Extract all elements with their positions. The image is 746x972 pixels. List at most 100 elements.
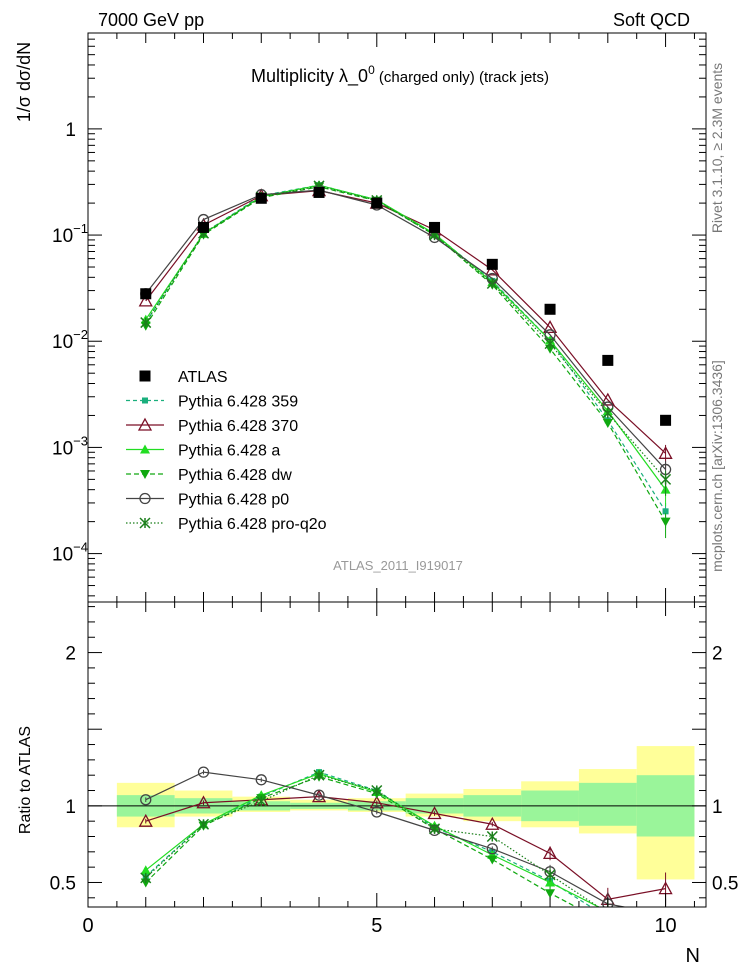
y-tick-base: 10 <box>52 545 73 566</box>
marker-data <box>198 221 210 233</box>
marker-pa <box>545 877 556 887</box>
ratio-line-p370 <box>145 796 666 900</box>
marker-pq2o <box>197 818 210 830</box>
marker-pdw <box>603 920 613 929</box>
marker-pq2o <box>313 769 325 781</box>
marker-pp0 <box>486 843 498 855</box>
series-line-pq2o <box>145 185 667 480</box>
ratio-line-pq2o <box>145 774 600 907</box>
marker-data <box>544 303 556 315</box>
marker-pp0 <box>197 766 210 778</box>
energy-label: 7000 GeV pp <box>98 10 204 30</box>
x-tick-label: 5 <box>371 915 382 937</box>
ratio-frame <box>87 601 707 908</box>
mcplots-ref: mcplots.cern.ch [arXiv:1306.3436] <box>709 360 725 572</box>
series-line-p370 <box>145 190 666 454</box>
y-tick-label: 10−3 <box>52 433 88 459</box>
marker-pa <box>140 865 151 875</box>
marker-pdw <box>140 470 150 479</box>
legend-label: Pythia 6.428 a <box>178 443 280 460</box>
uncertainty-band-inner <box>578 782 637 826</box>
y-tick-label: 10−2 <box>52 327 88 353</box>
ratio-y-tick-label: 1 <box>65 797 76 818</box>
marker-p370 <box>196 795 211 809</box>
ratio-y-axis-label: Ratio to ATLAS <box>17 726 34 834</box>
marker-p370 <box>658 445 673 459</box>
legend: ATLAS Pythia 6.428 359 Pythia 6.428 370 Pyt… <box>126 369 327 533</box>
marker-pq2o <box>140 872 152 884</box>
marker-p370 <box>138 813 153 827</box>
marker-pdw <box>487 855 498 865</box>
marker-p370 <box>138 293 153 307</box>
title-main: Multiplicity λ_0 <box>251 66 368 87</box>
legend-label: ATLAS <box>178 369 228 386</box>
y-tick-base: 10 <box>52 226 73 247</box>
marker-p359 <box>662 508 669 515</box>
marker-pq2o <box>429 823 441 835</box>
y-tick-label: 1 <box>65 120 76 141</box>
legend-entry-data: ATLAS <box>139 369 228 386</box>
x-tick-label: 0 <box>82 915 93 937</box>
marker-p370 <box>485 816 500 830</box>
ratio-y-tick-label: 2 <box>65 644 76 665</box>
main-plot-area <box>138 180 673 539</box>
legend-entry-pdw: Pythia 6.428 dw <box>126 467 292 484</box>
marker-pq2o <box>255 795 267 807</box>
marker-pa <box>607 906 609 907</box>
marker-data <box>429 221 441 233</box>
ratio-y-tick-label: 0.5 <box>50 873 76 894</box>
marker-data <box>139 370 151 382</box>
y-tick-exponent: −2 <box>73 327 88 342</box>
marker-pq2o <box>544 869 556 881</box>
marker-pq2o <box>486 830 498 843</box>
marker-data <box>140 288 152 300</box>
y-tick-exponent: −4 <box>73 540 88 555</box>
marker-pp0 <box>140 794 152 806</box>
marker-pp0 <box>139 492 151 505</box>
marker-pdw <box>661 938 671 947</box>
marker-data <box>602 354 614 366</box>
y-axis-label: 1/σ dσ/dN <box>14 42 34 122</box>
ratio-y-tick-label-right: 2 <box>712 644 723 665</box>
marker-data <box>255 192 267 204</box>
legend-label: Pythia 6.428 pro-q2o <box>178 516 327 533</box>
ratio-panel: 0.5 0.5 1 1 2 2 0 5 10 <box>50 601 738 947</box>
marker-data <box>486 258 498 270</box>
main-panel: 110−110−210−310−4 <box>52 32 707 603</box>
marker-data <box>660 414 672 426</box>
legend-label: Pythia 6.428 dw <box>178 467 292 484</box>
marker-pq2o <box>660 473 672 485</box>
y-tick-label: 10−1 <box>52 221 88 247</box>
marker-pq2o <box>139 517 151 529</box>
title-sup: 0 <box>368 63 375 77</box>
process-label: Soft QCD <box>613 10 690 30</box>
marker-p370 <box>600 392 615 406</box>
marker-p359 <box>142 397 148 404</box>
marker-pa <box>140 444 150 454</box>
legend-label: Pythia 6.428 p0 <box>178 492 289 509</box>
series-line-pp0 <box>145 189 667 470</box>
y-tick-base: 10 <box>52 438 73 459</box>
legend-entry-pa: Pythia 6.428 a <box>126 443 280 460</box>
marker-p370 <box>542 845 558 860</box>
analysis-id: ATLAS_2011_I919017 <box>333 558 463 573</box>
marker-pdw <box>545 889 556 899</box>
series-line-p359 <box>145 184 667 512</box>
marker-p370 <box>427 806 442 820</box>
ratio-plot-area <box>88 746 706 947</box>
y-tick-label: 10−4 <box>52 540 88 566</box>
legend-entry-pp0: Pythia 6.428 p0 <box>126 492 289 509</box>
marker-data <box>313 186 325 198</box>
x-tick-label: 10 <box>654 915 676 937</box>
legend-entry-p359: Pythia 6.428 359 <box>126 394 298 411</box>
legend-label: Pythia 6.428 370 <box>178 418 298 435</box>
rivet-version: Rivet 3.1.10, ≥ 2.3M events <box>709 63 725 233</box>
marker-pq2o <box>544 338 556 350</box>
marker-data <box>371 197 383 209</box>
marker-pdw <box>602 418 613 428</box>
ratio-line-pdw <box>145 776 578 907</box>
ratio-y-tick-label-right: 0.5 <box>712 873 738 894</box>
ratio-line-pa <box>145 773 601 907</box>
ratio-y-tick-label-right: 1 <box>712 797 723 818</box>
